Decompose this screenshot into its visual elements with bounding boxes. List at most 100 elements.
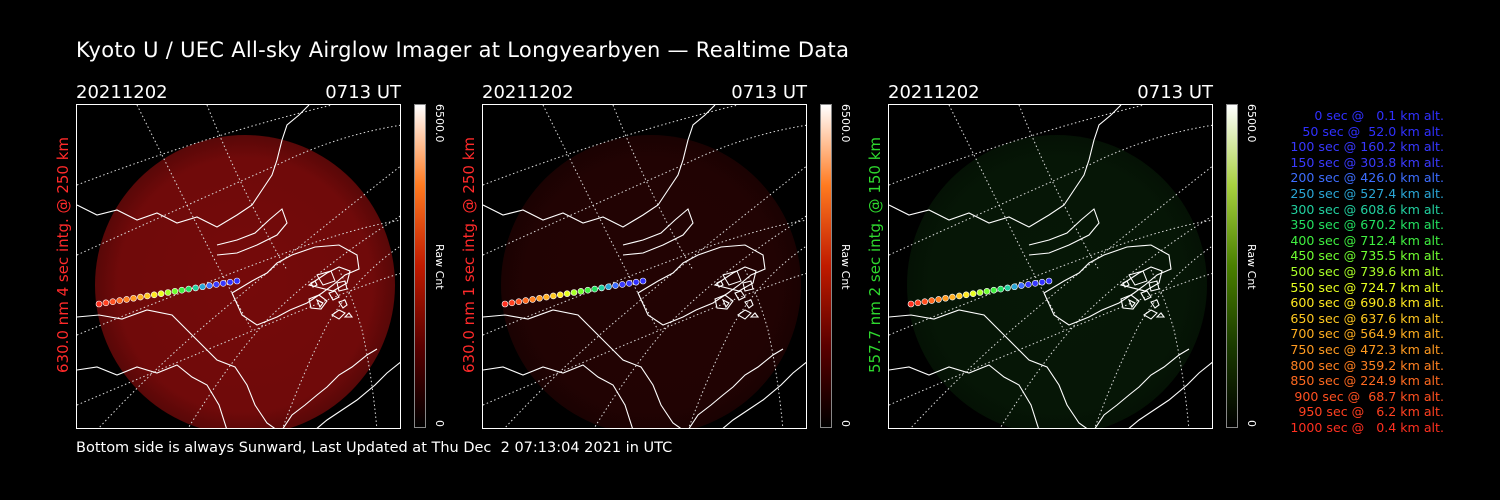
trajectory-point [928, 297, 936, 304]
colorbar-labels-2: 6500.0 Raw Cnt 0 [838, 104, 854, 428]
trajectory-point [206, 282, 213, 289]
legend-entry: 0 sec @ 0.1 km alt. [1314, 108, 1444, 123]
colorbar-labels-3: 6500.0 Raw Cnt 0 [1244, 104, 1260, 428]
trajectory-point [137, 293, 144, 301]
trajectory-point [150, 291, 158, 299]
trajectory-point [171, 288, 179, 295]
trajectory-point [962, 291, 970, 299]
trajectory-point [515, 298, 523, 305]
legend-entry: 350 sec @ 670.2 km alt. [1290, 217, 1444, 233]
trajectory-point [605, 283, 612, 291]
colorbar-max: 6500.0 [433, 104, 446, 143]
airglow-field [501, 135, 801, 428]
legend-entry: 250 sec @ 527.4 km alt. [1290, 185, 1444, 201]
legend-entry: 500 sec @ 739.6 km alt. [1290, 263, 1444, 279]
trajectory-point [522, 297, 530, 304]
trajectory-point [1045, 277, 1053, 285]
trajectory-point [130, 294, 137, 302]
panel-date: 20211202 [888, 82, 980, 103]
trajectory-point [226, 278, 234, 286]
trajectory-point [914, 299, 922, 307]
trajectory-point [543, 293, 550, 301]
trajectory-point [556, 291, 564, 299]
airglow-panel-3: 20211202 0713 UT [888, 80, 1288, 430]
trajectory-point [550, 292, 557, 300]
trajectory-point [997, 285, 1004, 293]
trajectory-point [598, 284, 605, 292]
footer-note: Bottom side is always Sunward, Last Upda… [76, 440, 673, 456]
trajectory-point [969, 290, 977, 297]
legend-entry: 950 sec @ 6.2 km alt. [1298, 404, 1444, 420]
panel-date: 20211202 [482, 82, 574, 103]
trajectory-point [219, 280, 227, 287]
trajectory-point [632, 278, 640, 286]
colorbar-unit: Raw Cnt [839, 244, 852, 290]
legend-entry: 150 sec @ 303.8 km alt. [1290, 154, 1444, 170]
trajectory-legend: 0 sec @ 0.1 km alt. 50 sec @ 52.0 km alt.… [1262, 108, 1444, 435]
colorbar-panel-2 [820, 104, 832, 428]
trajectory-point [1038, 278, 1046, 286]
trajectory-point [178, 286, 186, 294]
trajectory-point [949, 293, 956, 301]
trajectory-point [625, 280, 633, 287]
colorbar-max: 6500.0 [1245, 104, 1258, 143]
colorbar-labels-1: 6500.0 Raw Cnt 0 [432, 104, 448, 428]
trajectory-point [157, 290, 165, 297]
trajectory-point [1011, 283, 1018, 291]
panel-time: 0713 UT [1137, 82, 1213, 103]
trajectory-point [1031, 280, 1039, 287]
colorbar-max: 6500.0 [839, 104, 852, 143]
trajectory-point [1018, 282, 1025, 289]
legend-entry: 900 sec @ 68.7 km alt. [1294, 388, 1444, 404]
trajectory-point [921, 298, 929, 305]
colorbar-min: 0 [1245, 420, 1258, 427]
airglow-field [907, 135, 1207, 428]
legend-entry: 450 sec @ 735.5 km alt. [1290, 248, 1444, 264]
trajectory-point [116, 297, 124, 304]
trajectory-point [990, 286, 998, 294]
legend-entry: 700 sec @ 564.9 km alt. [1290, 326, 1444, 342]
legend-entry: 400 sec @ 712.4 km alt. [1290, 232, 1444, 248]
trajectory-point [612, 282, 619, 289]
trajectory-point [508, 299, 516, 307]
legend-entry: 850 sec @ 224.9 km alt. [1290, 373, 1444, 389]
airglow-field [95, 135, 395, 428]
trajectory-point [123, 296, 130, 303]
trajectory-point [95, 300, 103, 308]
trajectory-point [956, 292, 963, 300]
trajectory-point [935, 296, 942, 303]
colorbar-panel-1 [414, 104, 426, 428]
page-title: Kyoto U / UEC All-sky Airglow Imager at … [76, 38, 850, 62]
trajectory-point [570, 289, 578, 296]
legend-entry: 200 sec @ 426.0 km alt. [1290, 170, 1444, 186]
trajectory-point [577, 288, 585, 295]
trajectory-point [164, 289, 172, 296]
legend-entry: 50 sec @ 52.0 km alt. [1302, 123, 1444, 139]
legend-entry: 300 sec @ 608.6 km alt. [1290, 201, 1444, 217]
legend-entry: 550 sec @ 724.7 km alt. [1290, 279, 1444, 295]
panel-time: 0713 UT [731, 82, 807, 103]
legend-entry: 100 sec @ 160.2 km alt. [1290, 139, 1444, 155]
trajectory-point [942, 294, 949, 302]
trajectory-point [185, 285, 192, 293]
trajectory-point [976, 289, 984, 296]
trajectory-point [1025, 281, 1032, 288]
legend-entry: 600 sec @ 690.8 km alt. [1290, 295, 1444, 311]
legend-entry: 650 sec @ 637.6 km alt. [1290, 310, 1444, 326]
panel-date: 20211202 [76, 82, 168, 103]
trajectory-point [109, 298, 117, 305]
trajectory-point [639, 277, 647, 285]
trajectory-point [983, 288, 991, 295]
trajectory-point [199, 283, 206, 291]
allsky-image-1 [76, 104, 401, 429]
trajectory-point [1004, 284, 1011, 292]
trajectory-point [233, 277, 241, 285]
colorbar-min: 0 [839, 420, 852, 427]
airglow-panel-2: 20211202 0713 UT [482, 80, 882, 430]
allsky-image-2 [482, 104, 807, 429]
trajectory-point [619, 281, 626, 288]
legend-entry: 800 sec @ 359.2 km alt. [1290, 357, 1444, 373]
trajectory-point [529, 296, 536, 303]
colorbar-unit: Raw Cnt [433, 244, 446, 290]
panel-time: 0713 UT [325, 82, 401, 103]
